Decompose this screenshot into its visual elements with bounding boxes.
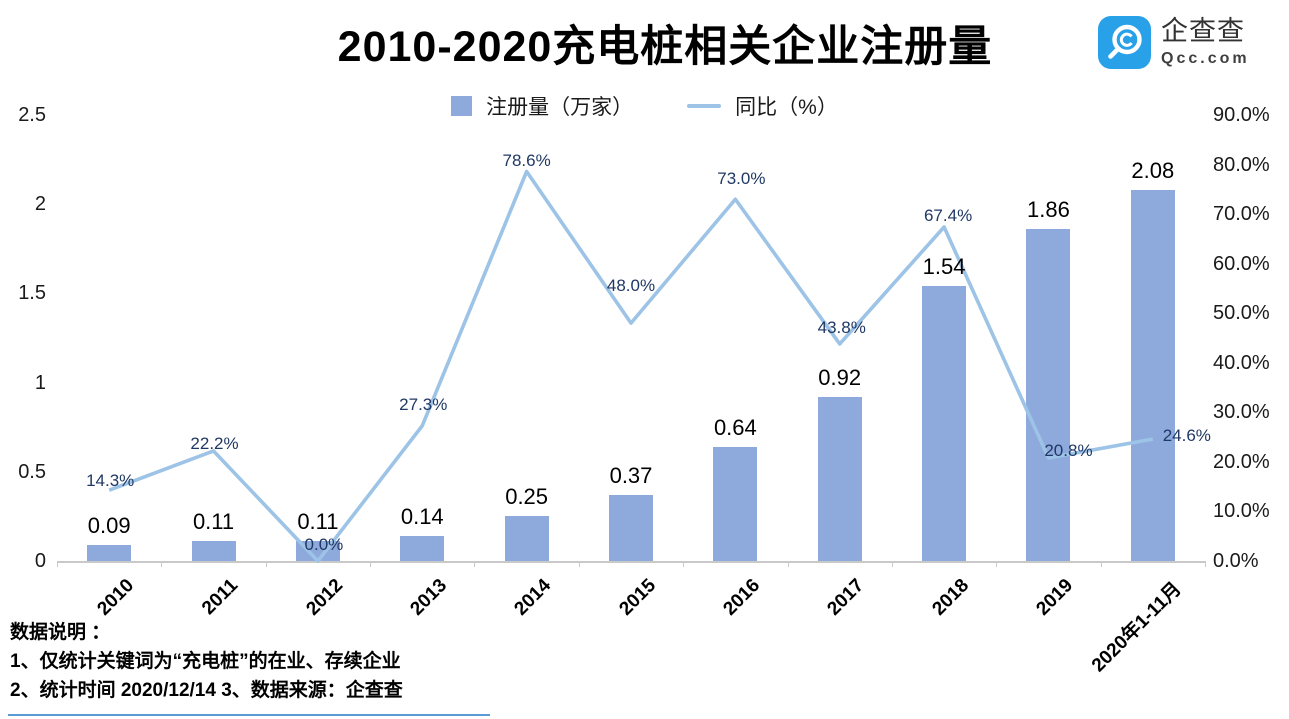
legend-line-swatch	[687, 104, 722, 108]
x-axis-tick-mark	[265, 561, 267, 567]
bar-value-label: 0.11	[192, 509, 235, 535]
bar-value-label: 0.64	[713, 414, 757, 440]
line-value-label: 27.3%	[399, 394, 448, 414]
x-axis-tick-mark	[474, 561, 476, 567]
x-axis-tick-mark	[891, 561, 893, 567]
x-axis-tick-mark	[1205, 561, 1206, 567]
x-axis-tick-mark	[161, 561, 163, 567]
y-axis-left-tick-label: 0.5	[18, 460, 46, 483]
qcc-logo-name: 企查查	[1161, 16, 1245, 46]
bar-2015	[609, 494, 653, 561]
y-axis-left-tick-label: 2	[34, 193, 46, 216]
y-axis-right-tick-label: 0.0%	[1213, 550, 1259, 572]
bar-2010	[87, 544, 132, 561]
x-axis-tick-mark	[1100, 561, 1102, 567]
qcc-logo-icon	[1098, 16, 1151, 69]
y-axis-right-tick-label: 30.0%	[1213, 401, 1270, 424]
y-axis-left-tick-label: 0	[34, 550, 46, 572]
bar-2018	[922, 286, 967, 561]
x-axis-baseline	[57, 561, 1205, 563]
bar-value-label: 0.14	[400, 504, 444, 530]
bar-2013	[400, 536, 445, 561]
y-axis-left-tick-label: 1.5	[18, 282, 46, 305]
legend-bar-swatch	[451, 96, 473, 116]
legend-line-label: 同比（%）	[735, 96, 838, 119]
y-axis-right-tick-label: 10.0%	[1213, 500, 1270, 523]
y-axis-right-tick-label: 20.0%	[1213, 450, 1270, 473]
y-axis-right-tick-label: 40.0%	[1213, 351, 1270, 374]
bar-2017	[817, 396, 862, 561]
y-axis-right-tick-label: 70.0%	[1213, 203, 1270, 226]
chart-title: 2010-2020充电桩相关企业注册量	[337, 23, 993, 71]
bar-2020年1-11月	[1130, 189, 1175, 561]
magnifier-q-icon	[1108, 24, 1142, 59]
footnote-heading: 数据说明 ：	[10, 622, 111, 643]
legend-bar-label: 注册量（万家）	[486, 96, 634, 119]
bar-2014	[504, 516, 549, 561]
footnote-underline	[8, 714, 490, 716]
bar-value-label: 1.86	[1027, 197, 1070, 223]
bar-2016	[713, 446, 758, 561]
line-value-label: 78.6%	[502, 151, 551, 171]
bar-value-label: 0.25	[505, 484, 549, 510]
y-axis-right-tick-label: 80.0%	[1213, 153, 1270, 176]
qcc-logo-domain: Qcc.com	[1161, 50, 1250, 67]
line-value-label: 22.2%	[190, 433, 239, 453]
qcc-logo-text-block: 企查查 Qcc.com	[1161, 15, 1250, 70]
y-axis-right-tick-label: 60.0%	[1213, 252, 1270, 275]
line-value-label: 48.0%	[606, 276, 656, 296]
bar-value-label: 0.92	[818, 364, 862, 390]
bar-value-label: 0.09	[87, 512, 131, 538]
footnote-line-2: 2、统计时间 2020/12/14 3、数据来源：企查查	[10, 680, 403, 701]
bar-value-label: 0.37	[609, 462, 653, 488]
y-axis-left-tick-label: 2.5	[18, 104, 46, 126]
line-value-label: 24.6%	[1162, 426, 1211, 446]
x-axis-tick-mark	[996, 561, 998, 567]
x-axis-tick-mark	[57, 561, 58, 567]
bar-2011	[191, 541, 236, 561]
x-axis-tick-mark	[787, 561, 789, 567]
y-axis-right-tick-label: 50.0%	[1213, 302, 1270, 325]
y-axis-right-tick-label: 90.0%	[1213, 104, 1270, 126]
line-value-label: 0.0%	[304, 535, 344, 554]
line-value-label: 20.8%	[1044, 440, 1093, 460]
x-axis-tick-mark	[370, 561, 372, 567]
footnote-line-1: 1、仅统计关键词为“充电桩”的在业、存续企业	[10, 651, 401, 672]
x-axis-tick-mark	[578, 561, 580, 567]
line-value-label: 14.3%	[86, 471, 135, 491]
line-value-label: 43.8%	[817, 317, 866, 337]
y-axis-left-tick-label: 1	[34, 371, 46, 394]
line-value-label: 67.4%	[923, 205, 973, 225]
qcc-logo: 企查查 Qcc.com	[1098, 15, 1283, 73]
footnotes: 数据说明 ： 1、仅统计关键词为“充电桩”的在业、存续企业 2、统计时间 202…	[10, 618, 403, 705]
bar-value-label: 0.11	[297, 509, 339, 535]
bar-value-label: 1.54	[922, 254, 966, 280]
bar-value-label: 2.08	[1131, 157, 1175, 183]
line-value-label: 73.0%	[717, 169, 766, 189]
line-series-path	[108, 169, 1154, 563]
x-axis-tick-mark	[683, 561, 685, 567]
chart-legend: 注册量（万家） 同比（%）	[0, 91, 1289, 121]
bar-2019	[1026, 229, 1071, 561]
